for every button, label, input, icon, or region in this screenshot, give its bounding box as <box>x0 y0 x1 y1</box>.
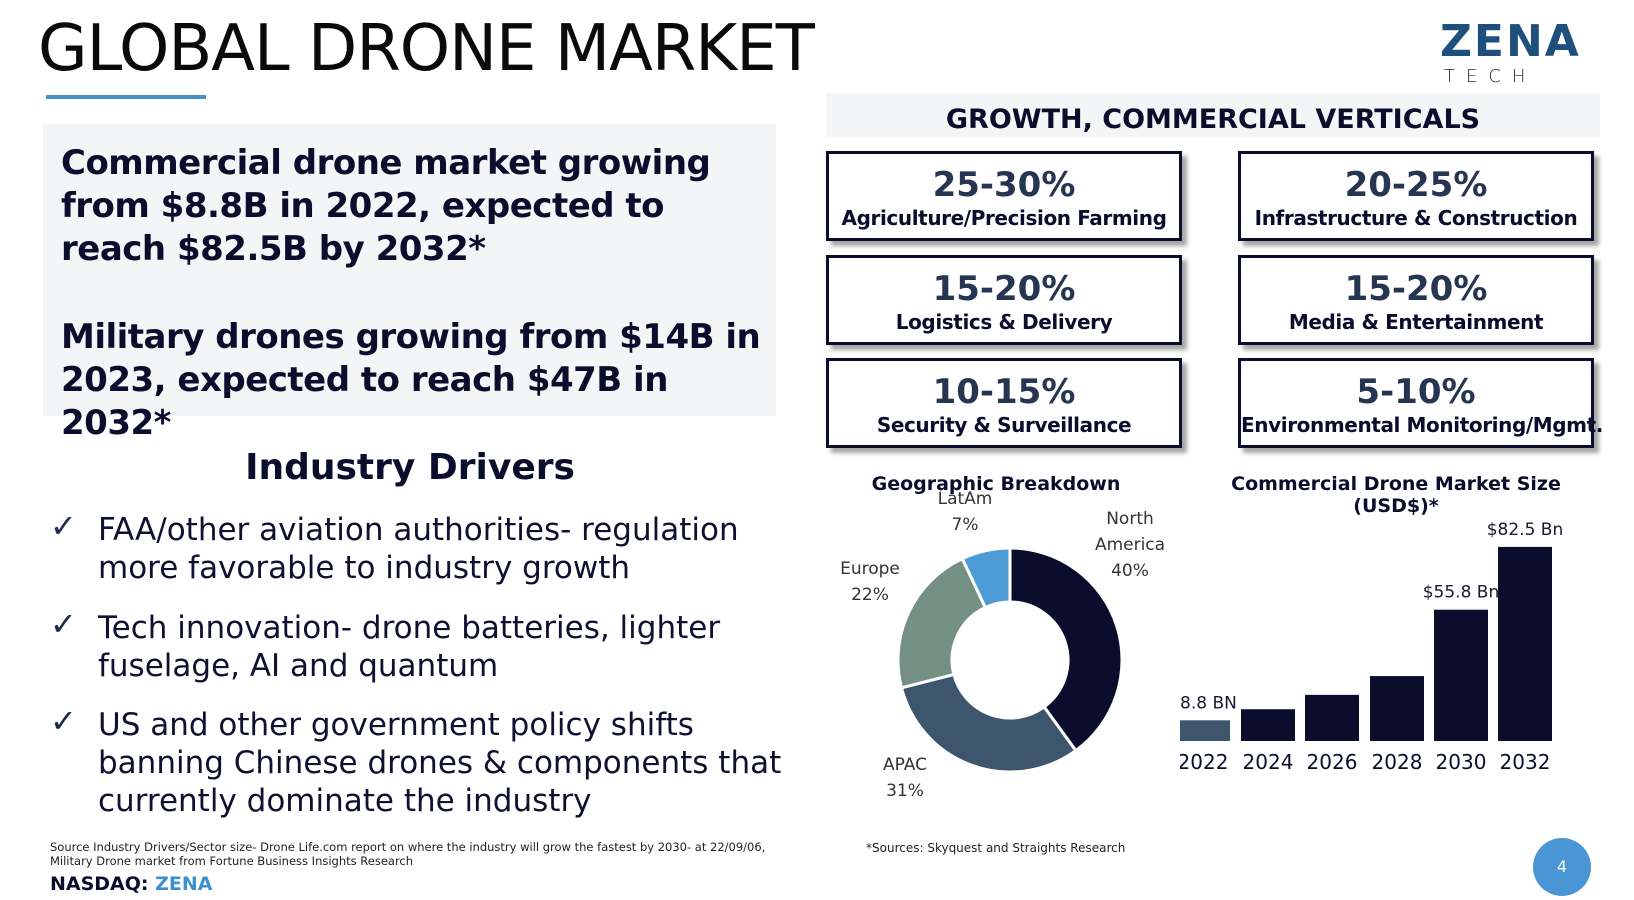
logo-wordmark: ZENA <box>1440 16 1581 67</box>
bar-data-label: $55.8 Bn <box>1423 583 1500 603</box>
vertical-card-agriculture: 25-30% Agriculture/Precision Farming <box>826 151 1182 241</box>
donut-label: LatAm 7% <box>938 490 993 535</box>
x-tick-label: 2026 <box>1307 750 1358 774</box>
vertical-label: Logistics & Delivery <box>895 310 1113 334</box>
ticker-symbol: ZENA <box>155 873 213 895</box>
donut-label: Europe 22% <box>840 559 900 605</box>
growth-percent: 15-20% <box>932 269 1076 309</box>
vertical-card-logistics: 15-20% Logistics & Delivery <box>826 255 1182 345</box>
donut-slice-latam <box>960 546 1012 610</box>
growth-percent: 25-30% <box>932 165 1076 205</box>
vertical-label: Environmental Monitoring/Mgmt. <box>1241 413 1603 437</box>
growth-percent: 20-25% <box>1344 165 1488 205</box>
bar-2032 <box>1498 546 1552 741</box>
bar-2026 <box>1305 694 1359 741</box>
x-tick-label: 2028 <box>1372 750 1423 774</box>
geographic-donut-chart: North America 40% APAC 31% Europe 22% LatAm 7% <box>840 490 1165 801</box>
vertical-card-media: 15-20% Media & Entertainment <box>1238 255 1594 345</box>
x-tick-label: 2030 <box>1436 750 1487 774</box>
logo-subtitle: TECH <box>1444 66 1537 87</box>
market-size-bar-chart: 2022 $8.8 BN 2024 2026 2028 2030 $55.8 Bn 2032 $… <box>1180 520 1564 774</box>
headline-commercial: Commercial drone market growing from $8.… <box>61 143 711 269</box>
donut-slice-apac <box>899 672 1078 774</box>
vertical-card-infrastructure: 20-25% Infrastructure & Construction <box>1238 151 1594 241</box>
x-tick-label: 2024 <box>1243 750 1294 774</box>
company-logo: ZENA TECH <box>1440 16 1600 87</box>
vertical-label: Security & Surveillance <box>876 413 1132 437</box>
geo-chart-title: Geographic Breakdown <box>871 473 1121 495</box>
vertical-label: Media & Entertainment <box>1288 310 1544 334</box>
headline-military: Military drones growing from $14B in 202… <box>61 317 761 443</box>
bar-2024 <box>1241 709 1295 741</box>
x-tick-label: 2022 <box>1180 750 1228 774</box>
growth-percent: 15-20% <box>1344 269 1488 309</box>
checkmark-icon: ✓ <box>50 605 77 643</box>
driver-text: Tech innovation- drone batteries, lighte… <box>98 610 721 684</box>
bar-2030 <box>1434 609 1488 741</box>
nasdaq-ticker: NASDAQ: ZENA <box>50 873 213 895</box>
bar-data-label: $8.8 BN <box>1180 693 1237 713</box>
checkmark-icon: ✓ <box>50 507 77 545</box>
chart-sources-note: *Sources: Skyquest and Straights Researc… <box>866 841 1126 855</box>
growth-percent: 10-15% <box>932 372 1076 412</box>
nasdaq-prefix: NASDAQ: <box>50 873 156 895</box>
donut-label: APAC 31% <box>883 755 927 801</box>
checkmark-icon: ✓ <box>50 702 77 740</box>
headline-box: Commercial drone market growing from $8.… <box>43 124 776 443</box>
x-tick-label: 2032 <box>1500 750 1551 774</box>
bar-2022 <box>1180 720 1230 741</box>
bar-2028 <box>1370 676 1424 741</box>
vertical-label: Agriculture/Precision Farming <box>841 206 1167 230</box>
driver-text: FAA/other aviation authorities- regulati… <box>98 512 739 586</box>
donut-slice-europe <box>896 556 988 690</box>
donut-slice-north-america <box>1008 546 1124 753</box>
page-title: GLOBAL DRONE MARKET <box>38 12 815 86</box>
market-chart-title: Commercial Drone Market Size (USD$)* <box>1231 473 1561 517</box>
vertical-card-security: 10-15% Security & Surveillance <box>826 358 1182 448</box>
title-underline <box>46 95 206 99</box>
vertical-card-environmental: 5-10% Environmental Monitoring/Mgmt. <box>1238 358 1603 448</box>
page-number: 4 <box>1533 838 1591 896</box>
growth-header: GROWTH, COMMERCIAL VERTICALS <box>826 93 1600 137</box>
donut-label: North America 40% <box>1095 509 1165 581</box>
driver-text: US and other government policy shifts ba… <box>98 707 782 819</box>
bar-data-label: $82.5 Bn <box>1487 520 1564 540</box>
vertical-label: Infrastructure & Construction <box>1254 206 1578 230</box>
growth-percent: 5-10% <box>1356 372 1476 412</box>
source-footnote: Source Industry Drivers/Sector size- Dro… <box>50 840 766 868</box>
industry-drivers-title: Industry Drivers <box>245 447 575 488</box>
